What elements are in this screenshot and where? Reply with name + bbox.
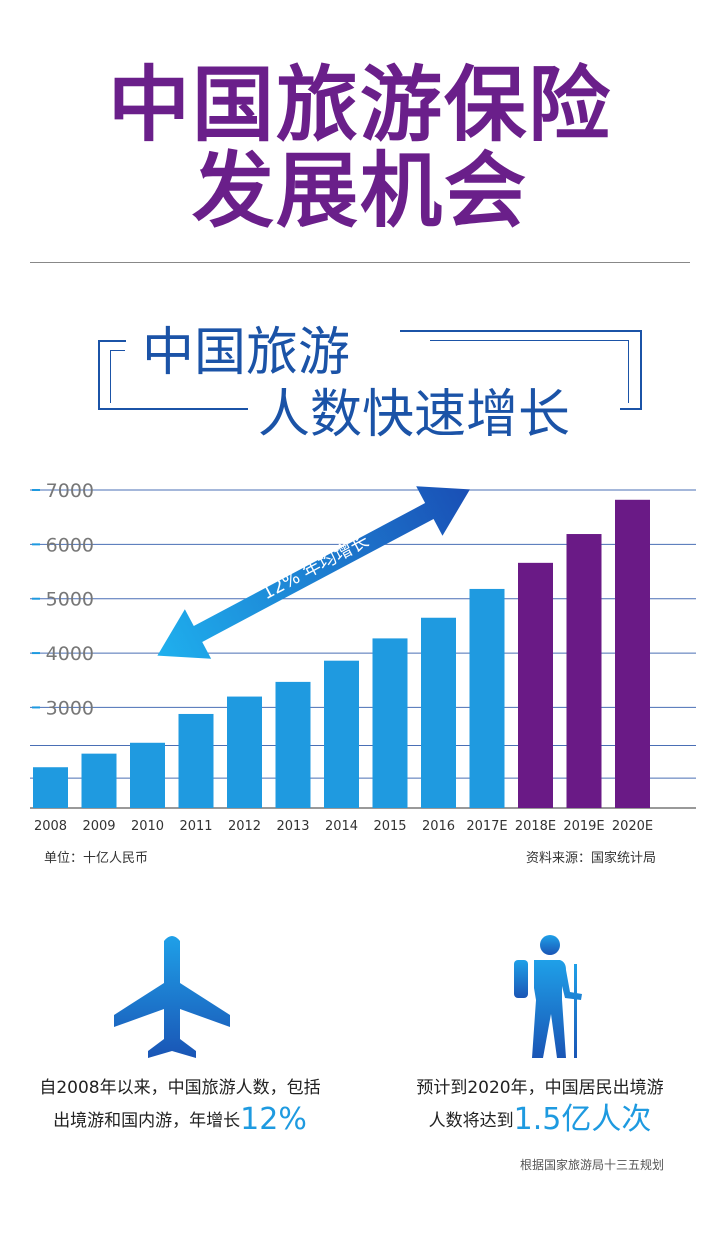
bar [33, 767, 68, 808]
footer-left-highlight: 12% [240, 1102, 307, 1137]
x-tick-label: 2009 [82, 819, 115, 834]
title-divider [30, 262, 690, 263]
y-tick-label: 5000 [46, 589, 94, 611]
x-tick-label: 2012 [228, 819, 261, 834]
x-tick-label: 2008 [34, 819, 67, 834]
bar [566, 534, 602, 808]
footer-source: 根据国家旅游局十三五规划 [519, 1158, 664, 1172]
x-tick-label: 2020E [612, 819, 653, 834]
bar [130, 742, 165, 808]
x-tick-label: 2014 [325, 819, 358, 834]
bar [178, 713, 214, 808]
x-tick-label: 2016 [422, 819, 455, 834]
bar [518, 562, 553, 808]
x-tick-label: 2019E [563, 819, 604, 834]
footer-right-line2-wrap: 人数将达到1.5亿人次 [360, 1104, 720, 1137]
subtitle-line1: 中国旅游 [142, 323, 351, 383]
bar [227, 696, 262, 808]
bar [324, 660, 359, 808]
footer-left-line1: 自2008年以来，中国旅游人数，包括 [39, 1078, 321, 1098]
footer-left-line2: 出境游和国内游，年增长 [53, 1111, 241, 1131]
y-tick-label: 4000 [46, 643, 94, 665]
airplane-icon [114, 936, 230, 1058]
bar [615, 499, 650, 808]
footer-left-text: 自2008年以来，中国旅游人数，包括 出境游和国内游，年增长12% [0, 1072, 360, 1137]
subtitle-frame-left [98, 340, 126, 410]
growth-arrow-shape [157, 486, 470, 659]
y-tick-label: 3000 [46, 697, 94, 719]
bar-chart: 3000 4000 5000 6000 7000 2008 2009 2010 2011 2012… [30, 480, 696, 834]
hiker-icon [514, 935, 582, 1058]
source-note: 资料来源：国家统计局 [526, 851, 657, 866]
subtitle-frame-right-bottom [620, 408, 640, 410]
bar [469, 588, 505, 808]
subtitle-frame-top-right [400, 330, 642, 410]
bar [372, 638, 408, 808]
x-tick-label: 2013 [276, 819, 309, 834]
footer-right-line2: 人数将达到 [428, 1111, 514, 1131]
bar [275, 681, 311, 808]
subtitle-line2: 人数快速增长 [258, 385, 571, 445]
footer-left-line2-wrap: 出境游和国内游，年增长12% [0, 1104, 360, 1137]
page-title-line2: 发展机会 [191, 144, 528, 239]
y-tick-label: 7000 [46, 480, 94, 502]
footer-right-text: 预计到2020年，中国居民出境游 人数将达到1.5亿人次 [360, 1072, 720, 1137]
y-tick-label: 6000 [46, 534, 94, 556]
growth-annotation: 12% 年均增长 [259, 530, 373, 604]
bar [81, 753, 117, 808]
x-tick-label: 2018E [515, 819, 556, 834]
footer-right-highlight: 1.5亿人次 [513, 1102, 652, 1137]
x-tick-label: 2010 [131, 819, 164, 834]
page-title-line1: 中国旅游保险 [107, 58, 612, 153]
subtitle-frame-inner-right [430, 340, 629, 403]
bar [421, 617, 456, 808]
subtitle-frame-inner-left [110, 350, 125, 403]
x-tick-label: 2015 [373, 819, 406, 834]
subtitle-frame-left-bottom [98, 408, 248, 410]
x-tick-label: 2011 [179, 819, 212, 834]
x-tick-label: 2017E [466, 819, 507, 834]
footer-right-line1: 预计到2020年，中国居民出境游 [416, 1078, 664, 1098]
unit-note: 单位：十亿人民币 [44, 851, 149, 866]
